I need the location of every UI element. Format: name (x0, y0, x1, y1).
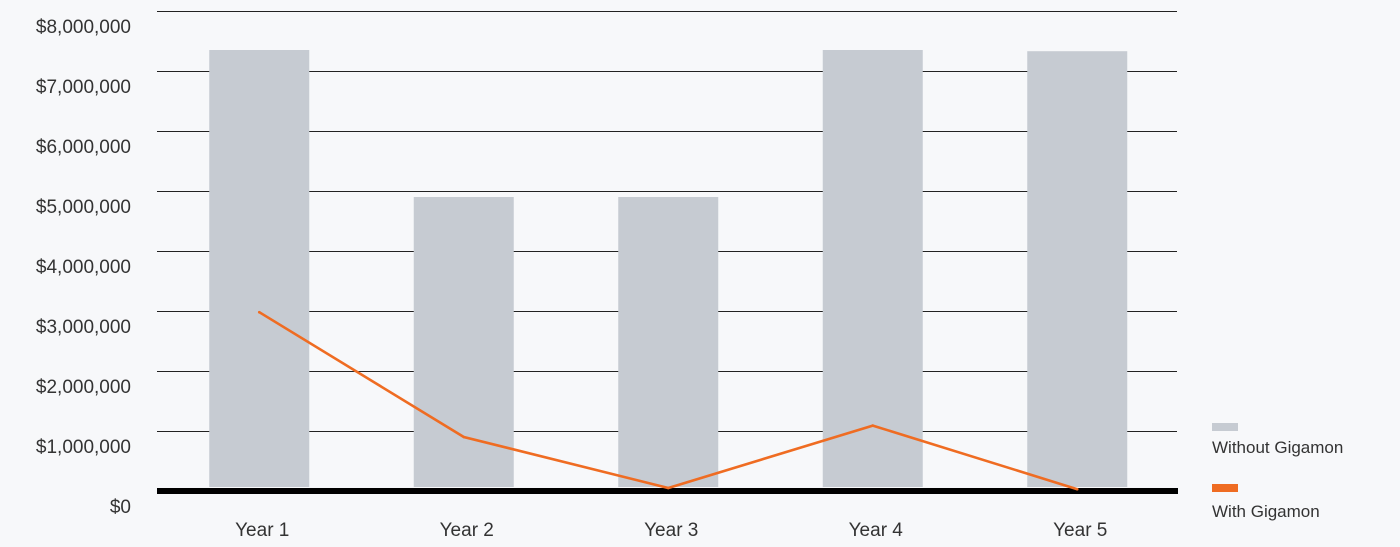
bar (822, 50, 923, 487)
legend: Without Gigamon With Gigamon (1212, 423, 1343, 521)
y-tick-label: $0 (110, 497, 131, 518)
line-point (462, 435, 466, 439)
y-tick-label: $5,000,000 (36, 197, 131, 218)
x-axis-tick-labels: Year 1 Year 2 Year 3 Year 4 Year 5 (235, 520, 1107, 541)
x-axis-baseline (157, 488, 1178, 494)
y-tick-label: $1,000,000 (36, 437, 131, 458)
x-tick-label: Year 5 (1053, 520, 1107, 541)
legend-swatch-without-gigamon (1212, 423, 1238, 431)
line-series (257, 310, 1079, 491)
y-tick-label: $4,000,000 (36, 257, 131, 278)
y-tick-label: $3,000,000 (36, 317, 131, 338)
bar (1027, 51, 1128, 487)
legend-label-with-gigamon: With Gigamon (1212, 502, 1320, 521)
baseline (157, 488, 1178, 494)
y-tick-label: $6,000,000 (36, 137, 131, 158)
line-point (666, 486, 670, 490)
bar (618, 197, 719, 487)
x-tick-label: Year 2 (440, 520, 494, 541)
bar (209, 50, 310, 487)
x-tick-label: Year 3 (644, 520, 698, 541)
bar (413, 197, 514, 487)
legend-label-without-gigamon: Without Gigamon (1212, 438, 1343, 457)
y-axis-tick-labels: $0 $1,000,000 $2,000,000 $3,000,000 $4,000,0… (36, 17, 131, 518)
y-tick-label: $8,000,000 (36, 17, 131, 38)
y-tick-label: $2,000,000 (36, 377, 131, 398)
legend-swatch-with-gigamon (1212, 484, 1238, 492)
line-point (871, 424, 875, 427)
x-tick-label: Year 4 (849, 520, 904, 541)
line-point (1075, 487, 1079, 491)
x-tick-label: Year 1 (235, 520, 289, 541)
y-tick-label: $7,000,000 (36, 77, 131, 98)
bar-series (209, 50, 1128, 487)
line-point (257, 310, 261, 314)
